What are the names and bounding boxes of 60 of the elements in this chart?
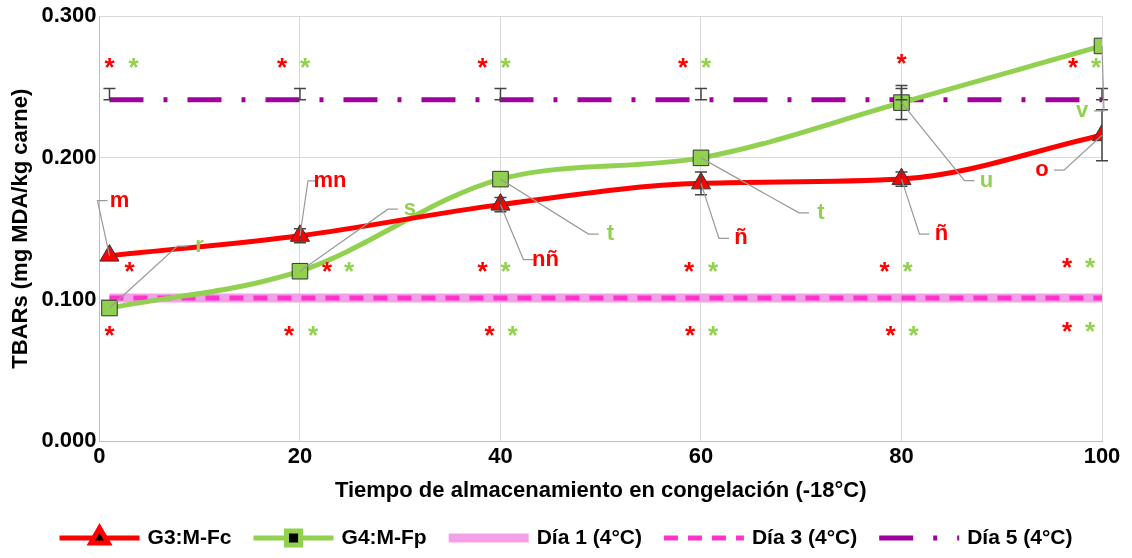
annotation: r bbox=[195, 232, 205, 258]
annotation: * bbox=[104, 52, 116, 83]
annotation: * bbox=[1061, 315, 1073, 346]
annotation: mn bbox=[313, 166, 347, 192]
annotation: * bbox=[879, 256, 891, 287]
annotation: * bbox=[1090, 52, 1102, 83]
annotation: * bbox=[128, 52, 140, 83]
annotation: * bbox=[477, 52, 489, 83]
annotation: * bbox=[307, 319, 319, 350]
annotation: * bbox=[677, 52, 689, 83]
legend-label: Día 1 (4°C) bbox=[536, 524, 642, 548]
y-axis-title: TBARs (mg MDA/kg carne) bbox=[7, 88, 33, 369]
annotation: * bbox=[885, 319, 897, 350]
annotation: * bbox=[902, 256, 914, 287]
annotation: * bbox=[321, 256, 333, 287]
annotation: * bbox=[500, 256, 512, 287]
annotation: * bbox=[104, 319, 116, 350]
annotation: t bbox=[817, 198, 826, 224]
annotation: * bbox=[1084, 315, 1096, 346]
annotation: * bbox=[1084, 251, 1096, 282]
legend-label: Día 5 (4°C) bbox=[967, 524, 1073, 548]
x-tick-label: 80 bbox=[889, 443, 914, 469]
annotation: * bbox=[683, 256, 695, 287]
x-tick-label: 40 bbox=[488, 443, 513, 469]
annotation: t bbox=[606, 220, 615, 246]
annotation: * bbox=[700, 52, 712, 83]
annotation: u bbox=[979, 166, 994, 192]
annotation: ñ bbox=[934, 220, 949, 246]
annotation: * bbox=[299, 52, 311, 83]
annotation: * bbox=[908, 319, 920, 350]
y-tick-label: 0.200 bbox=[41, 143, 97, 169]
legend-label: Día 3 (4°C) bbox=[751, 524, 858, 548]
annotation: o bbox=[1035, 156, 1049, 182]
legend-label: G4:M-Fp bbox=[341, 524, 427, 548]
annotation: * bbox=[684, 319, 696, 350]
annotation: * bbox=[1061, 251, 1073, 282]
x-tick-label: 20 bbox=[287, 443, 313, 469]
annotation: m bbox=[109, 186, 130, 212]
annotation: * bbox=[477, 256, 489, 287]
x-tick-label: 60 bbox=[688, 443, 714, 469]
annotation: * bbox=[484, 319, 496, 350]
y-tick-label: 0.300 bbox=[41, 2, 97, 28]
annotation: nñ bbox=[532, 245, 559, 271]
annotation: * bbox=[124, 256, 136, 287]
annotation: * bbox=[707, 319, 719, 350]
annotation: * bbox=[276, 52, 288, 83]
annotation: * bbox=[1067, 52, 1079, 83]
annotation: * bbox=[896, 47, 908, 78]
annotation: * bbox=[343, 256, 355, 287]
annotation: ñ bbox=[734, 224, 748, 250]
legend-label: G3:M-Fc bbox=[147, 524, 232, 548]
annotation: * bbox=[507, 319, 519, 350]
x-axis-title: Tiempo de almacenamiento en congelación (-18°C) bbox=[334, 476, 867, 502]
annotation: * bbox=[283, 319, 295, 350]
annotation: v bbox=[1075, 97, 1089, 123]
x-tick-label: 100 bbox=[1083, 443, 1121, 469]
annotation: s bbox=[403, 195, 417, 221]
y-tick-label: 0.100 bbox=[41, 285, 97, 311]
annotation: * bbox=[500, 52, 512, 83]
annotation: * bbox=[707, 256, 719, 287]
